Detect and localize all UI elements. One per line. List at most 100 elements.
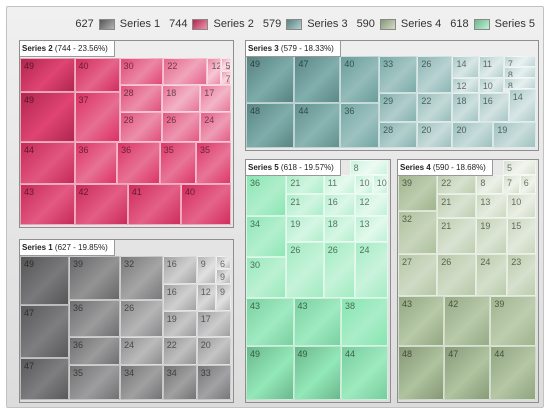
treemap-cell[interactable]: 16	[162, 283, 197, 312]
treemap-cell[interactable]: 24	[355, 242, 388, 298]
treemap-cell[interactable]: 40	[340, 56, 380, 104]
treemap-cell[interactable]: 13	[355, 215, 388, 243]
treemap-cell[interactable]: 18	[323, 215, 356, 243]
treemap-cell[interactable]: 40	[181, 183, 231, 225]
treemap-cell[interactable]: 49	[246, 346, 294, 400]
treemap-cell[interactable]: 26	[323, 242, 356, 298]
treemap-cell[interactable]: 39	[398, 174, 438, 211]
treemap-cell[interactable]: 28	[379, 121, 418, 148]
treemap-cell[interactable]: 30	[246, 256, 287, 298]
treemap-cell[interactable]: 5	[503, 160, 536, 175]
treemap-cell[interactable]: 20	[196, 337, 231, 365]
legend-item[interactable]: 579 Series 3	[263, 16, 348, 32]
treemap-cell[interactable]: 19	[493, 121, 536, 148]
treemap-cell[interactable]: 35	[195, 141, 231, 184]
treemap-cell[interactable]: 42	[74, 183, 128, 225]
legend-item[interactable]: 590 Series 4	[357, 16, 442, 32]
treemap-cell[interactable]: 28	[119, 111, 163, 142]
treemap-cell[interactable]: 47	[444, 346, 491, 400]
treemap-cell[interactable]: 36	[68, 299, 121, 338]
treemap-group[interactable]: Series 5 (618 - 19.57%) 36 21 8 11 10 10 21 16 12…	[245, 159, 391, 403]
treemap-cell[interactable]: 30	[119, 57, 164, 85]
treemap-cell[interactable]: 22	[163, 57, 208, 85]
treemap-cell[interactable]: 7	[503, 174, 520, 194]
treemap-cell[interactable]: 6	[519, 174, 536, 194]
treemap-cell[interactable]: 6	[215, 256, 231, 270]
treemap-cell[interactable]: 20	[452, 121, 494, 148]
treemap-cell[interactable]: 26	[162, 111, 201, 142]
treemap-cell[interactable]: 43	[293, 297, 342, 347]
legend-item[interactable]: 627 Series 1	[75, 16, 160, 32]
treemap-cell[interactable]: 21	[286, 174, 324, 194]
treemap-cell[interactable]: 44	[341, 346, 388, 400]
treemap-cell[interactable]: 5	[221, 57, 231, 71]
treemap-group[interactable]: Series 2 (744 - 23.56%) 49 40 30 22 12 5 7 49 37 2…	[19, 40, 234, 228]
treemap-cell[interactable]: 43	[246, 297, 294, 347]
treemap-cell[interactable]: 24	[476, 254, 508, 296]
treemap-cell[interactable]: 21	[437, 193, 477, 219]
treemap-cell[interactable]: 7	[503, 56, 536, 68]
treemap-cell[interactable]: 34	[246, 215, 287, 257]
treemap-cell[interactable]: 35	[159, 141, 196, 184]
treemap-cell[interactable]: 19	[286, 215, 324, 243]
treemap-group[interactable]: Series 3 (579 - 18.33%) 49 47 40 33 26 14 11 7 8 8…	[245, 40, 539, 151]
treemap-cell[interactable]: 26	[417, 56, 453, 94]
treemap-cell[interactable]: 11	[323, 174, 356, 194]
treemap-cell[interactable]: 23	[507, 254, 536, 296]
treemap-cell[interactable]: 39	[490, 295, 536, 347]
treemap-cell[interactable]: 26	[286, 242, 324, 298]
treemap-cell[interactable]: 34	[120, 364, 163, 400]
treemap-cell[interactable]: 26	[120, 299, 163, 338]
treemap-cell[interactable]: 8	[476, 174, 503, 194]
treemap-cell[interactable]: 47	[20, 304, 69, 359]
treemap-cell[interactable]: 19	[162, 311, 197, 338]
treemap-cell[interactable]: 47	[20, 358, 69, 400]
treemap-cell[interactable]: 49	[20, 92, 75, 142]
treemap-cell[interactable]: 39	[68, 256, 121, 300]
treemap-cell[interactable]: 11	[478, 56, 504, 79]
treemap-cell[interactable]: 44	[490, 346, 536, 400]
treemap-cell[interactable]: 7	[221, 70, 231, 85]
treemap-group[interactable]: Series 4 (590 - 18.68%) 39 22 8 5 7 6 21 13 10 32 2…	[397, 159, 539, 403]
legend-item[interactable]: 744 Series 2	[169, 16, 254, 32]
treemap-cell[interactable]: 13	[476, 193, 508, 219]
treemap-cell[interactable]: 43	[398, 295, 445, 347]
treemap-cell[interactable]: 17	[196, 311, 231, 338]
treemap-cell[interactable]: 22	[437, 174, 477, 194]
treemap-cell[interactable]: 12	[355, 193, 388, 216]
treemap-cell[interactable]: 9	[196, 256, 216, 284]
treemap-cell[interactable]: 14	[508, 88, 536, 122]
treemap-cell[interactable]: 36	[74, 141, 118, 184]
treemap-cell[interactable]: 35	[68, 364, 121, 400]
treemap-cell[interactable]: 15	[507, 218, 536, 255]
treemap-cell[interactable]: 44	[294, 103, 341, 148]
treemap-cell[interactable]: 33	[196, 364, 231, 400]
treemap-cell[interactable]: 49	[20, 256, 69, 305]
treemap-cell[interactable]: 16	[478, 93, 509, 122]
treemap-cell[interactable]: 44	[20, 141, 75, 184]
treemap-cell[interactable]: 10	[372, 174, 388, 194]
treemap-cell[interactable]: 8	[349, 160, 388, 175]
treemap-cell[interactable]: 12	[196, 283, 216, 312]
treemap-cell[interactable]: 18	[162, 84, 201, 112]
treemap-cell[interactable]: 49	[20, 57, 75, 93]
treemap-cell[interactable]: 10	[355, 174, 373, 194]
treemap-cell[interactable]: 34	[162, 364, 197, 400]
treemap-cell[interactable]: 36	[117, 141, 160, 184]
treemap-cell[interactable]: 38	[341, 297, 388, 347]
treemap-cell[interactable]: 49	[293, 346, 342, 400]
treemap-cell[interactable]: 12	[207, 57, 222, 85]
treemap-cell[interactable]: 32	[398, 210, 438, 255]
treemap-cell[interactable]: 41	[127, 183, 182, 225]
treemap-cell[interactable]: 48	[398, 346, 445, 400]
treemap-cell[interactable]: 20	[417, 121, 453, 148]
treemap-cell[interactable]: 14	[452, 56, 479, 79]
treemap-group[interactable]: Series 1 (627 - 19.85%) 49 39 32 16 9 6 9 16 12 9 4…	[19, 239, 234, 403]
treemap-cell[interactable]: 24	[200, 111, 231, 142]
treemap-cell[interactable]: 10	[507, 193, 536, 219]
treemap-cell[interactable]: 27	[398, 254, 438, 296]
treemap-cell[interactable]: 10	[478, 78, 504, 94]
treemap-cell[interactable]: 24	[120, 337, 163, 365]
treemap-cell[interactable]: 21	[286, 193, 324, 216]
treemap-cell[interactable]: 49	[246, 56, 295, 104]
